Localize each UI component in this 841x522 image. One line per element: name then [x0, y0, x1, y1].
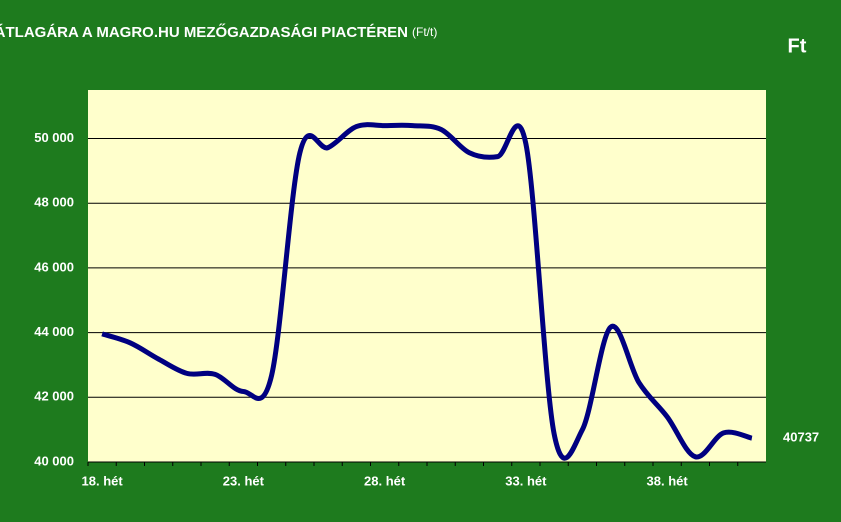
plot-area: [88, 90, 766, 462]
line-series: [101, 122, 753, 461]
x-tick-label: 33. hét: [505, 473, 547, 488]
x-tick-label: 38. hét: [647, 473, 689, 488]
chart-title: A KUKORICA ÁTLAGÁRA A MAGRO.HU MEZŐGAZDA…: [0, 23, 408, 41]
y-tick-label: 46 000: [34, 259, 74, 274]
y-tick-label: 50 000: [34, 130, 74, 145]
x-tick-label: 23. hét: [223, 473, 265, 488]
x-tick-label: 28. hét: [364, 473, 406, 488]
y-tick-label: 40 000: [34, 453, 74, 468]
title-unit: (Ft/t): [412, 25, 437, 39]
y-tick-label: 42 000: [34, 389, 74, 404]
y-axis-label: Ft: [788, 35, 807, 57]
x-tick-label: 18. hét: [82, 473, 124, 488]
y-tick-label: 44 000: [34, 324, 74, 339]
y-tick-label: 48 000: [34, 195, 74, 210]
data-label: 40737: [783, 430, 819, 445]
